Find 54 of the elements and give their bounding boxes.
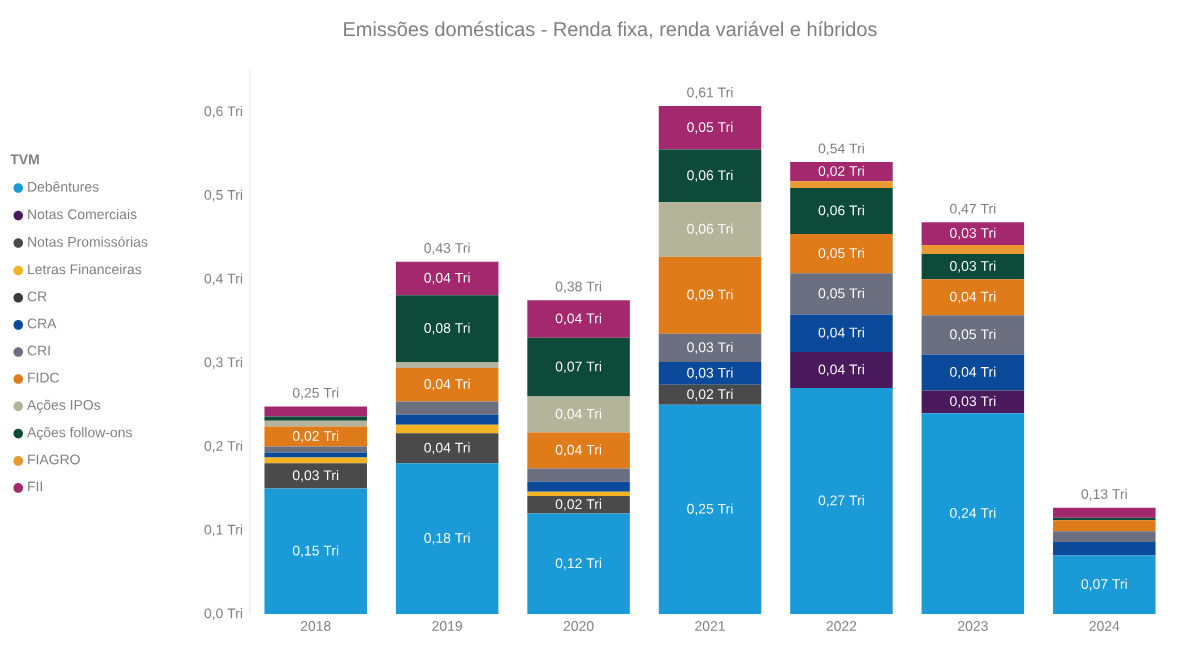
bar xyxy=(921,222,1025,245)
bar xyxy=(264,463,367,489)
bar xyxy=(790,314,893,353)
bar xyxy=(395,367,499,402)
bar xyxy=(1053,542,1156,556)
bar xyxy=(658,149,762,203)
bar xyxy=(658,105,762,150)
bar xyxy=(658,256,762,334)
bar xyxy=(1053,555,1156,614)
bar xyxy=(658,202,762,257)
bar xyxy=(264,488,367,614)
bar xyxy=(527,468,630,482)
bar xyxy=(527,513,630,614)
bar xyxy=(527,300,630,338)
bar xyxy=(264,426,367,447)
bar xyxy=(527,396,630,433)
bar xyxy=(395,295,499,363)
bar xyxy=(921,390,1025,414)
bar xyxy=(527,481,630,492)
bar xyxy=(395,414,499,425)
bar xyxy=(264,420,367,427)
bar xyxy=(790,181,893,188)
bar xyxy=(395,433,499,464)
bar xyxy=(921,354,1025,391)
bar xyxy=(790,273,893,315)
bar xyxy=(921,315,1025,355)
bar xyxy=(264,406,367,417)
bar xyxy=(395,463,499,614)
bar xyxy=(790,162,893,182)
bar xyxy=(395,401,499,415)
bar xyxy=(1053,507,1156,518)
bar xyxy=(1053,531,1156,543)
bar xyxy=(395,362,499,368)
bar xyxy=(790,188,893,235)
bar xyxy=(395,261,499,296)
bar xyxy=(921,413,1025,614)
bar xyxy=(658,404,762,614)
bar xyxy=(1053,520,1156,532)
bar xyxy=(790,352,893,389)
bar xyxy=(790,388,893,614)
bar xyxy=(264,452,367,458)
bar xyxy=(527,432,630,469)
bar xyxy=(395,424,499,434)
bar xyxy=(658,333,762,363)
bar xyxy=(921,254,1025,280)
bar xyxy=(264,457,367,464)
bar xyxy=(658,362,762,385)
bar xyxy=(921,244,1025,255)
bar xyxy=(527,495,630,514)
bar xyxy=(790,234,893,274)
chart-title: Emissões domésticas - Renda fixa, renda variável e híbridos xyxy=(344,21,877,39)
bar xyxy=(527,337,630,397)
bar xyxy=(921,279,1025,316)
bar xyxy=(658,384,762,405)
